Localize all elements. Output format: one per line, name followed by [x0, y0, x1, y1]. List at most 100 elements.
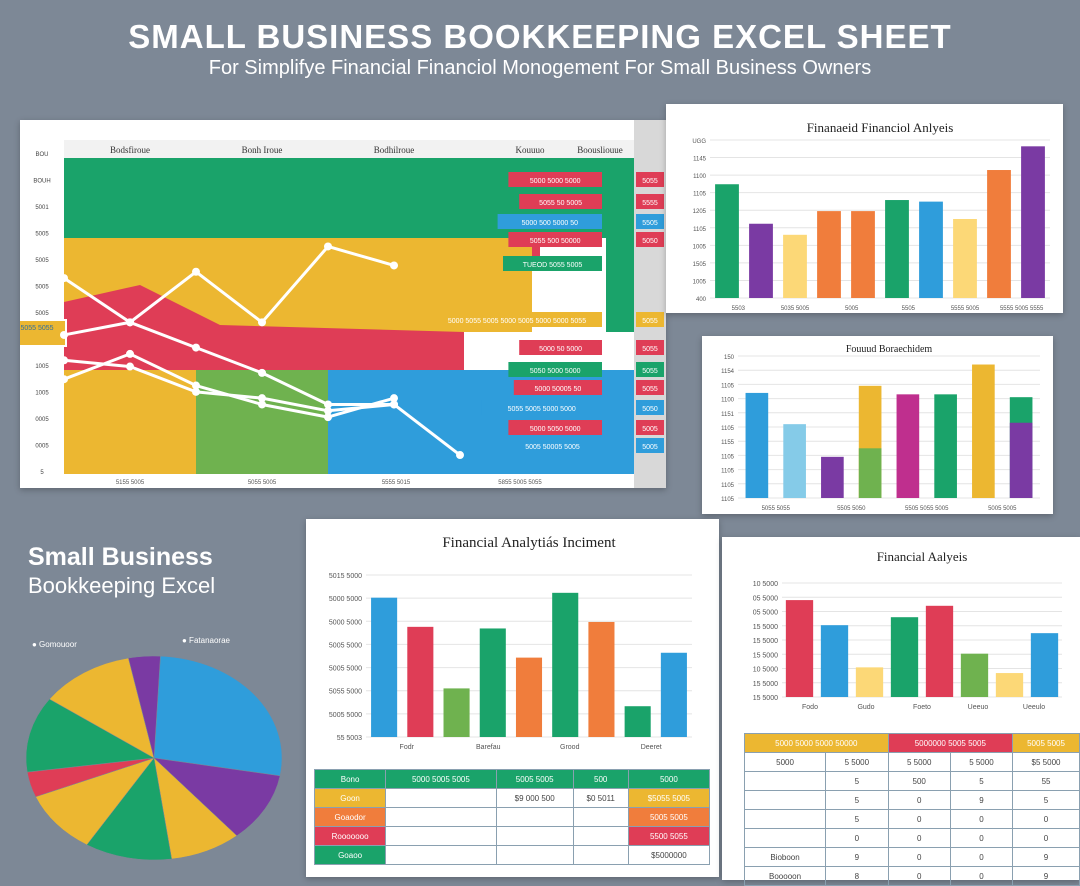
y-tick-label: 1105	[721, 426, 735, 432]
y-tick-label: 10 5000	[753, 667, 778, 674]
table-cell: 5	[825, 790, 889, 810]
side-value-text: 5055	[642, 368, 658, 375]
table-cell: 0	[1012, 828, 1080, 848]
series-point	[126, 362, 134, 371]
side-label-text: 5000 50005 50	[535, 386, 582, 393]
table-cell	[495, 845, 574, 865]
table-cell: 9	[825, 847, 889, 867]
series-point	[126, 349, 134, 358]
series-point	[324, 413, 332, 422]
y-tick-label: UGG	[692, 139, 706, 145]
table-cell: 0	[887, 847, 951, 867]
y-tick-label: 1005	[693, 244, 707, 250]
side-label-bar	[508, 362, 602, 377]
side-value-text: 5055	[642, 318, 658, 325]
y-tick-label: 1005	[693, 279, 707, 285]
y-tick-label: 1100	[721, 398, 735, 404]
side-label-text: 5000 50 5000	[539, 346, 582, 353]
table-cell: $5 5000	[1012, 752, 1080, 772]
table-cell: 0	[949, 809, 1014, 829]
table-header-cell: 5005 5005	[1012, 733, 1080, 753]
series-point	[60, 375, 68, 384]
bar	[820, 625, 849, 697]
side-label-text: 5055 50 5005	[539, 200, 582, 207]
bottom-right-chart-panel: Financial Aalyeis 10 5000 05 5000 05 5000 15…	[722, 537, 1080, 886]
bar	[896, 394, 920, 498]
bar	[479, 628, 506, 737]
chart-title: Finanaeid Financiol Anlyeis	[807, 120, 954, 135]
bar	[995, 673, 1024, 697]
pie-slice	[49, 657, 155, 759]
side-value-text: 5005	[642, 444, 658, 451]
band-red	[64, 332, 464, 370]
y-tick-label: 1100	[693, 174, 707, 180]
series-point	[324, 400, 332, 409]
side-label-text: 5055 500 50000	[530, 238, 581, 245]
table-row: Bioboon 9 0 0 9	[743, 847, 1080, 867]
y-tick-label: 1154	[721, 369, 735, 375]
bar	[783, 424, 806, 498]
y-tick-label: 55 5003	[337, 735, 362, 742]
table-header-cell: 500	[572, 769, 629, 789]
y-tick-label: BOUH	[33, 179, 50, 185]
side-value-bar	[636, 232, 664, 247]
side-value-text: 5055	[642, 386, 658, 393]
bottom-right-bar-chart: Financial Aalyeis 10 5000 05 5000 05 5000 15…	[753, 549, 1062, 711]
x-tick-label: 5555 5005	[951, 306, 980, 312]
table-cell	[572, 807, 629, 827]
table-cell: 5	[949, 771, 1014, 791]
series-point	[192, 387, 200, 396]
side-label-bar	[519, 194, 602, 209]
series-point	[60, 330, 68, 339]
table-cell: 5 5000	[949, 752, 1014, 772]
series-point	[456, 451, 464, 460]
table-cell: 5	[1012, 790, 1080, 810]
x-tick-label: Foeto	[913, 704, 931, 711]
side-label-text: 5000 5000 5000	[530, 178, 581, 185]
x-tick-label: 5035 5005	[781, 306, 810, 312]
column-header: Kouuuo	[516, 145, 545, 155]
pie-slice	[86, 757, 172, 861]
side-value-text: 5055	[642, 346, 658, 353]
bottom-middle-bar-chart: Financial Analytiás Inciment 5015 5000 500…	[329, 535, 692, 751]
y-tick-label: 5001	[35, 205, 49, 211]
main-dashboard-panel: Bodsfiroue Bonh Iroue Bodhilroue Kouuuo Boou…	[20, 120, 666, 488]
bar	[715, 184, 739, 298]
table-cell: $0 5011	[572, 788, 629, 808]
series-line	[63, 358, 395, 413]
x-tick-label: 5555 5015	[382, 480, 411, 486]
chart-title: Financial Analytiás Inciment	[442, 535, 616, 551]
table-cell	[572, 826, 629, 846]
y-tick-label: 5000 5000	[329, 619, 362, 626]
side-value-text: 5050	[642, 238, 658, 245]
page-title: SMALL BUSINESS BOOKKEEPING EXCEL SHEET	[128, 18, 952, 55]
side-label-bar	[513, 380, 602, 395]
table-cell: 0	[949, 828, 1014, 848]
y-tick-label: 05 5000	[753, 595, 778, 602]
side-label-bar	[508, 420, 602, 435]
table-row: Rooooooo 5500 5055	[313, 826, 711, 846]
y-tick-label: 1151	[721, 412, 735, 418]
bar	[890, 617, 919, 697]
x-tick-label: 5155 5005	[116, 480, 145, 486]
band-green	[64, 158, 464, 238]
series-point	[126, 318, 134, 327]
series-point	[60, 274, 68, 283]
bar	[817, 211, 841, 298]
side-value-bar	[636, 312, 664, 327]
y-tick-label: 1105	[721, 497, 735, 503]
series-point	[258, 400, 266, 409]
side-value-bar	[636, 362, 664, 377]
side-label-text: 5000 5050 5000	[530, 426, 581, 433]
bar	[407, 626, 434, 737]
y-tick-label: 5005	[35, 232, 49, 238]
y-tick-label: 5000 5000	[329, 596, 362, 603]
x-tick-label: 5055 5005	[248, 480, 277, 486]
x-tick-label: Fodr	[400, 744, 415, 751]
side-value-bar	[636, 380, 664, 395]
side-label-text: 5000 5055 5005 5000 5005 5000 5000 5055	[448, 318, 586, 325]
table-cell: 0	[949, 866, 1014, 886]
table-header-row: 5000 5000 5000 50000 5000000 5005 5005 500…	[744, 733, 1080, 753]
block-lightgreen	[196, 370, 328, 474]
